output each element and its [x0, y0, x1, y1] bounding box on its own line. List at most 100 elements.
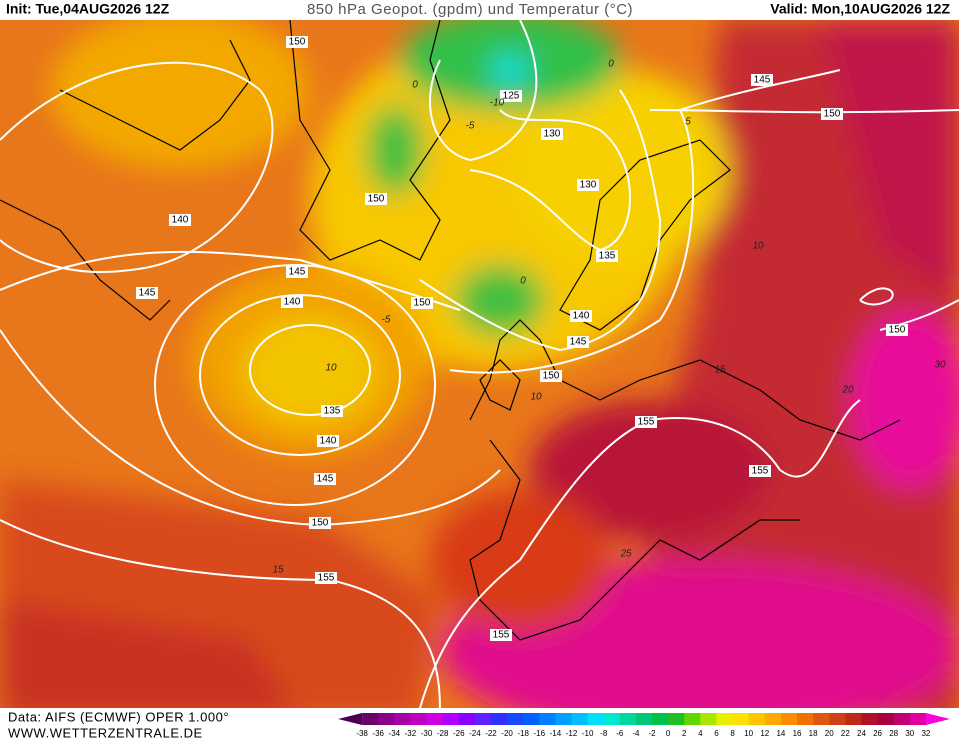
label-box [286, 266, 308, 278]
geopotential-label: 150 [289, 37, 306, 48]
colorbar-swatch [458, 713, 476, 725]
temperature-label: 0 [520, 276, 526, 287]
geopotential-label: 150 [824, 109, 841, 120]
label-box [749, 465, 771, 477]
label-box [317, 435, 339, 447]
colorbar-label: -24 [469, 729, 481, 738]
colorbar-swatch [410, 713, 428, 725]
colorbar-label: -34 [389, 729, 401, 738]
label-box [169, 214, 191, 226]
geopotential-label: 150 [368, 194, 385, 205]
geopotential-label: 150 [543, 371, 560, 382]
label-box [567, 336, 589, 348]
geopotential-label: 130 [544, 129, 561, 140]
label-box [411, 297, 433, 309]
geopotential-label: 140 [284, 297, 301, 308]
colorbar-label: 10 [744, 729, 753, 738]
colorbar-label: -10 [582, 729, 594, 738]
colorbar-swatch [474, 713, 492, 725]
colorbar-label: 20 [825, 729, 834, 738]
colorbar-swatch [764, 713, 782, 725]
colorbar-label: -8 [600, 729, 608, 738]
colorbar-label: -30 [421, 729, 433, 738]
colorbar-label: -36 [372, 729, 384, 738]
label-box [596, 250, 618, 262]
temperature-label: 30 [934, 360, 946, 371]
colorbar-label: 18 [809, 729, 818, 738]
website: WWW.WETTERZENTRALE.DE [8, 725, 203, 740]
colorbar-arrow [338, 713, 363, 725]
temperature-label: 5 [685, 117, 691, 128]
colorbar-swatch [523, 713, 540, 725]
colorbar-label: -22 [485, 729, 497, 738]
colorbar-swatch [635, 713, 653, 725]
temperature-label: 20 [841, 385, 854, 396]
label-box [500, 90, 522, 102]
colorbar-swatch [748, 713, 766, 725]
map-title: 850 hPa Geopot. (gpdm) und Temperatur (°… [307, 1, 633, 18]
colorbar-swatch [362, 713, 379, 725]
colorbar-label: 32 [921, 729, 930, 738]
colorbar-label: 8 [730, 729, 735, 738]
colorbar-swatch [877, 713, 895, 725]
colorbar-label: 14 [776, 729, 785, 738]
temperature-label: -5 [466, 121, 475, 132]
colorbar-swatch [861, 713, 879, 725]
colorbar-label: -32 [405, 729, 417, 738]
colorbar-swatch [539, 713, 556, 725]
label-box [365, 193, 387, 205]
colorbar-label: 6 [714, 729, 719, 738]
colorbar-swatch [442, 713, 460, 725]
colorbar-swatch [378, 713, 395, 725]
geopotential-label: 140 [172, 215, 189, 226]
label-box [281, 296, 303, 308]
label-box [821, 108, 843, 120]
label-box [314, 473, 336, 485]
colorbar-arrow [925, 713, 950, 725]
colorbar-swatch [716, 713, 734, 725]
colorbar-label: 12 [760, 729, 769, 738]
data-source: Data: AIFS (ECMWF) OPER 1.000° [8, 709, 229, 724]
label-box [540, 370, 562, 382]
colorbar-label: -2 [648, 729, 656, 738]
colorbar-swatch [893, 713, 911, 725]
geopotential-label: 150 [889, 325, 906, 336]
temperature-label: 0 [608, 59, 614, 70]
colorbar-label: 0 [666, 729, 671, 738]
colorbar-swatch [603, 713, 621, 725]
colorbar-swatch [684, 713, 701, 725]
colorbar-swatch [909, 713, 927, 725]
colorbar-swatch [587, 713, 605, 725]
geopotential-label: 125 [503, 91, 520, 102]
geopotential-label: 135 [599, 251, 616, 262]
colorbar-swatch [780, 713, 798, 725]
label-box [751, 74, 773, 86]
temperature-label: 15 [714, 365, 726, 376]
colorbar-label: 16 [793, 729, 802, 738]
colorbar-label: 30 [905, 729, 914, 738]
label-box [136, 287, 158, 299]
valid-time: Valid: Mon,10AUG2026 12Z [770, 1, 950, 17]
colorbar-swatch [571, 713, 589, 725]
geopotential-label: 150 [414, 298, 431, 309]
geopotential-label: 135 [324, 406, 341, 417]
colorbar-label: -18 [517, 729, 529, 738]
label-box [309, 517, 331, 529]
colorbar-label: -38 [356, 729, 368, 738]
temperature-field [0, 20, 959, 708]
label-box [886, 324, 908, 336]
geopotential-label: 140 [320, 436, 337, 447]
colorbar-label: 26 [873, 729, 882, 738]
temperature-label: 25 [619, 549, 632, 560]
temperature-label: 10 [530, 392, 542, 403]
colorbar-swatch [490, 713, 508, 725]
label-box [635, 416, 657, 428]
colorbar-swatch [652, 713, 669, 725]
colorbar-swatch [845, 713, 862, 725]
colorbar-label: 28 [889, 729, 898, 738]
label-box [315, 572, 337, 584]
colorbar-swatch [829, 713, 846, 725]
colorbar-label: -14 [550, 729, 562, 738]
colorbar-swatch [426, 713, 444, 725]
